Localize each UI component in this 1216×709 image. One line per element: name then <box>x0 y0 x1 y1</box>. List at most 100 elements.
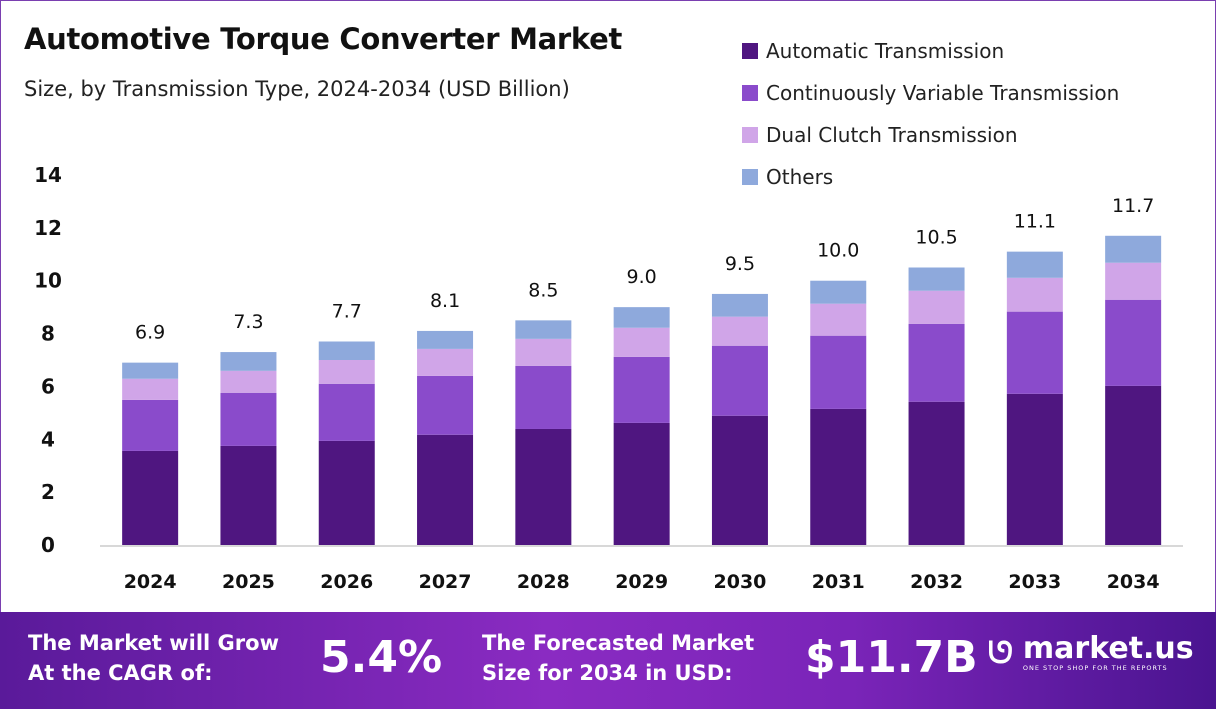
bar-segment-dual-clutch-transmission <box>318 360 375 384</box>
y-tick-label: 8 <box>41 322 55 346</box>
forecast-label-line1: The Forecasted Market <box>482 631 755 655</box>
bar-segment-continuously-variable-transmission <box>908 323 965 402</box>
bar-segment-automatic-transmission <box>711 415 768 545</box>
footer-banner: The Market will Grow At the CAGR of: 5.4%… <box>0 612 1216 709</box>
x-tick-label: 2027 <box>419 571 472 593</box>
legend-label: Others <box>766 165 834 189</box>
legend-label: Continuously Variable Transmission <box>766 81 1120 105</box>
y-tick-label: 6 <box>41 374 55 398</box>
bar-total-label: 7.3 <box>233 311 263 333</box>
bar-segment-continuously-variable-transmission <box>613 356 670 423</box>
bar-segment-others <box>613 307 670 328</box>
legend-item-others: Others <box>742 156 1119 198</box>
bar-segment-others <box>122 362 179 379</box>
bar-segment-continuously-variable-transmission <box>122 399 179 451</box>
x-tick-label: 2029 <box>615 571 668 593</box>
legend-item-automatic: Automatic Transmission <box>742 30 1119 72</box>
bar-segment-continuously-variable-transmission <box>1105 299 1162 386</box>
bar-segment-automatic-transmission <box>515 428 572 545</box>
bar-segment-continuously-variable-transmission <box>1006 311 1063 394</box>
bar-segment-others <box>417 330 474 349</box>
bar-total-label: 7.7 <box>332 301 362 323</box>
bar-segment-automatic-transmission <box>810 408 867 545</box>
legend-swatch <box>742 85 758 101</box>
bar-segment-automatic-transmission <box>1006 393 1063 545</box>
bar-segment-dual-clutch-transmission <box>122 378 179 400</box>
cagr-label-line2: At the CAGR of: <box>28 661 213 685</box>
bar-segment-automatic-transmission <box>1105 385 1162 545</box>
bar-segment-others <box>220 352 277 371</box>
bar-segment-continuously-variable-transmission <box>318 383 375 441</box>
y-tick-label: 12 <box>34 216 62 240</box>
x-tick-label: 2033 <box>1008 571 1061 593</box>
bar-segment-others <box>908 267 965 291</box>
y-tick-label: 14 <box>34 163 62 187</box>
bar-segment-others <box>810 280 867 304</box>
logo-tagline: ONE STOP SHOP FOR THE REPORTS <box>1022 664 1168 672</box>
bar-segment-continuously-variable-transmission <box>515 365 572 429</box>
cagr-label-line1: The Market will Grow <box>28 631 279 655</box>
chart-subtitle: Size, by Transmission Type, 2024-2034 (U… <box>24 77 570 101</box>
x-tick-label: 2032 <box>910 571 963 593</box>
bar-segment-others <box>318 341 375 360</box>
bar-total-label: 11.1 <box>1014 211 1056 233</box>
y-tick-label: 0 <box>41 533 55 557</box>
bar-segment-automatic-transmission <box>613 422 670 545</box>
forecast-label-line2: Size for 2034 in USD: <box>482 661 733 685</box>
legend-label: Automatic Transmission <box>766 39 1005 63</box>
y-tick-label: 2 <box>41 480 55 504</box>
market-us-logo: ᘎ market.us ONE STOP SHOP FOR THE REPORTS <box>988 631 1194 673</box>
legend: Automatic Transmission Continuously Vari… <box>742 30 1119 198</box>
bar-segment-others <box>1006 251 1063 278</box>
cagr-value: 5.4% <box>320 632 443 683</box>
x-tick-label: 2034 <box>1107 571 1160 593</box>
bar-segment-others <box>711 293 768 317</box>
y-tick-label: 4 <box>41 427 55 451</box>
legend-item-cvt: Continuously Variable Transmission <box>742 72 1119 114</box>
bar-segment-continuously-variable-transmission <box>220 392 277 446</box>
bar-segment-others <box>515 320 572 339</box>
logo-name: market.us <box>1022 631 1194 666</box>
x-tick-label: 2026 <box>320 571 373 593</box>
x-tick-label: 2024 <box>124 571 177 593</box>
chart-title: Automotive Torque Converter Market <box>24 22 623 56</box>
bar-total-label: 10.0 <box>817 240 859 262</box>
bar-total-label: 8.1 <box>430 290 460 312</box>
bar-segment-dual-clutch-transmission <box>515 338 572 366</box>
bar-segment-dual-clutch-transmission <box>1105 262 1162 300</box>
bar-total-label: 11.7 <box>1112 195 1154 217</box>
forecast-label: The Forecasted Market Size for 2034 in US… <box>482 628 754 688</box>
logo-mark-icon: ᘎ <box>988 635 1013 671</box>
bar-total-label: 9.0 <box>627 266 657 288</box>
legend-swatch <box>742 127 758 143</box>
bar-total-label: 10.5 <box>915 227 957 249</box>
x-tick-label: 2031 <box>812 571 865 593</box>
bar-total-label: 9.5 <box>725 253 755 275</box>
x-tick-label: 2030 <box>714 571 767 593</box>
legend-swatch <box>742 43 758 59</box>
bar-segment-dual-clutch-transmission <box>810 303 867 336</box>
bar-segment-others <box>1105 235 1162 263</box>
x-tick-label: 2025 <box>222 571 275 593</box>
bar-segment-automatic-transmission <box>318 440 375 545</box>
bar-segment-automatic-transmission <box>220 445 277 545</box>
bar-segment-continuously-variable-transmission <box>711 345 768 416</box>
bar-segment-automatic-transmission <box>417 434 474 545</box>
cagr-label: The Market will Grow At the CAGR of: <box>28 628 279 688</box>
bar-segment-automatic-transmission <box>908 401 965 545</box>
x-tick-label: 2028 <box>517 571 570 593</box>
bar-segment-dual-clutch-transmission <box>1006 277 1063 312</box>
legend-swatch <box>742 169 758 185</box>
bar-segment-automatic-transmission <box>122 450 179 545</box>
y-tick-label: 10 <box>34 269 62 293</box>
bar-segment-dual-clutch-transmission <box>220 370 277 393</box>
legend-label: Dual Clutch Transmission <box>766 123 1018 147</box>
bar-segment-continuously-variable-transmission <box>417 375 474 435</box>
legend-item-dct: Dual Clutch Transmission <box>742 114 1119 156</box>
chart-plot: 0 2 4 6 8 10 12 14 6.9 2024 7.3 2025 7.7 2026 8.1 2027 8… <box>34 163 1183 593</box>
bar-total-label: 8.5 <box>528 279 558 301</box>
bar-segment-dual-clutch-transmission <box>417 348 474 376</box>
bar-segment-dual-clutch-transmission <box>613 327 670 357</box>
bar-segment-continuously-variable-transmission <box>810 335 867 409</box>
bar-total-label: 6.9 <box>135 322 165 344</box>
